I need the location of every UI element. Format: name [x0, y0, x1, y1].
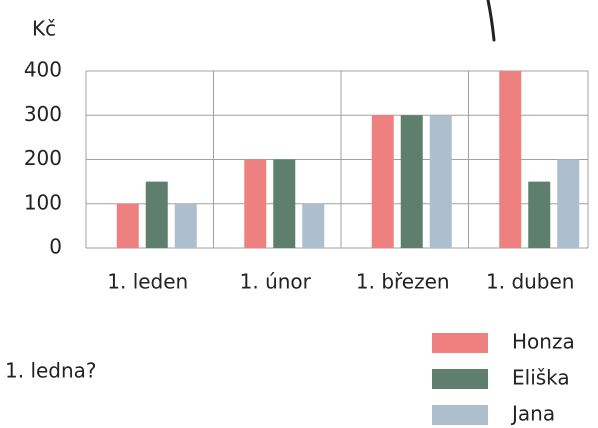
- decoration-stroke: [486, 0, 496, 42]
- y-tick-label: 400: [24, 58, 62, 82]
- y-tick-label: 300: [24, 102, 62, 126]
- legend-swatch: [432, 333, 488, 353]
- legend-label: Jana: [510, 402, 555, 426]
- bar: [244, 159, 267, 248]
- legend-label: Eliška: [512, 366, 570, 390]
- bar: [273, 159, 296, 248]
- legend-swatch: [432, 369, 488, 389]
- legend-swatch: [432, 405, 488, 425]
- bar: [400, 115, 423, 248]
- y-tick-label: 0: [49, 235, 62, 259]
- bar: [557, 159, 580, 248]
- bar: [371, 115, 394, 248]
- bar: [429, 115, 452, 248]
- x-tick-label: 1. únor: [240, 270, 312, 294]
- annotation: 1. ledna?: [5, 359, 97, 383]
- bar: [528, 181, 551, 248]
- bar: [499, 71, 522, 248]
- bar: [174, 203, 197, 248]
- bar: [116, 203, 139, 248]
- x-tick-label: 1. duben: [486, 270, 575, 294]
- y-axis-label: Kč: [32, 17, 56, 41]
- x-tick-label: 1. leden: [107, 270, 188, 294]
- legend-label: Honza: [512, 330, 575, 354]
- bar: [145, 181, 168, 248]
- x-tick-label: 1. březen: [356, 270, 450, 294]
- y-tick-label: 200: [24, 146, 62, 170]
- y-tick-label: 100: [24, 190, 62, 214]
- bar: [302, 203, 325, 248]
